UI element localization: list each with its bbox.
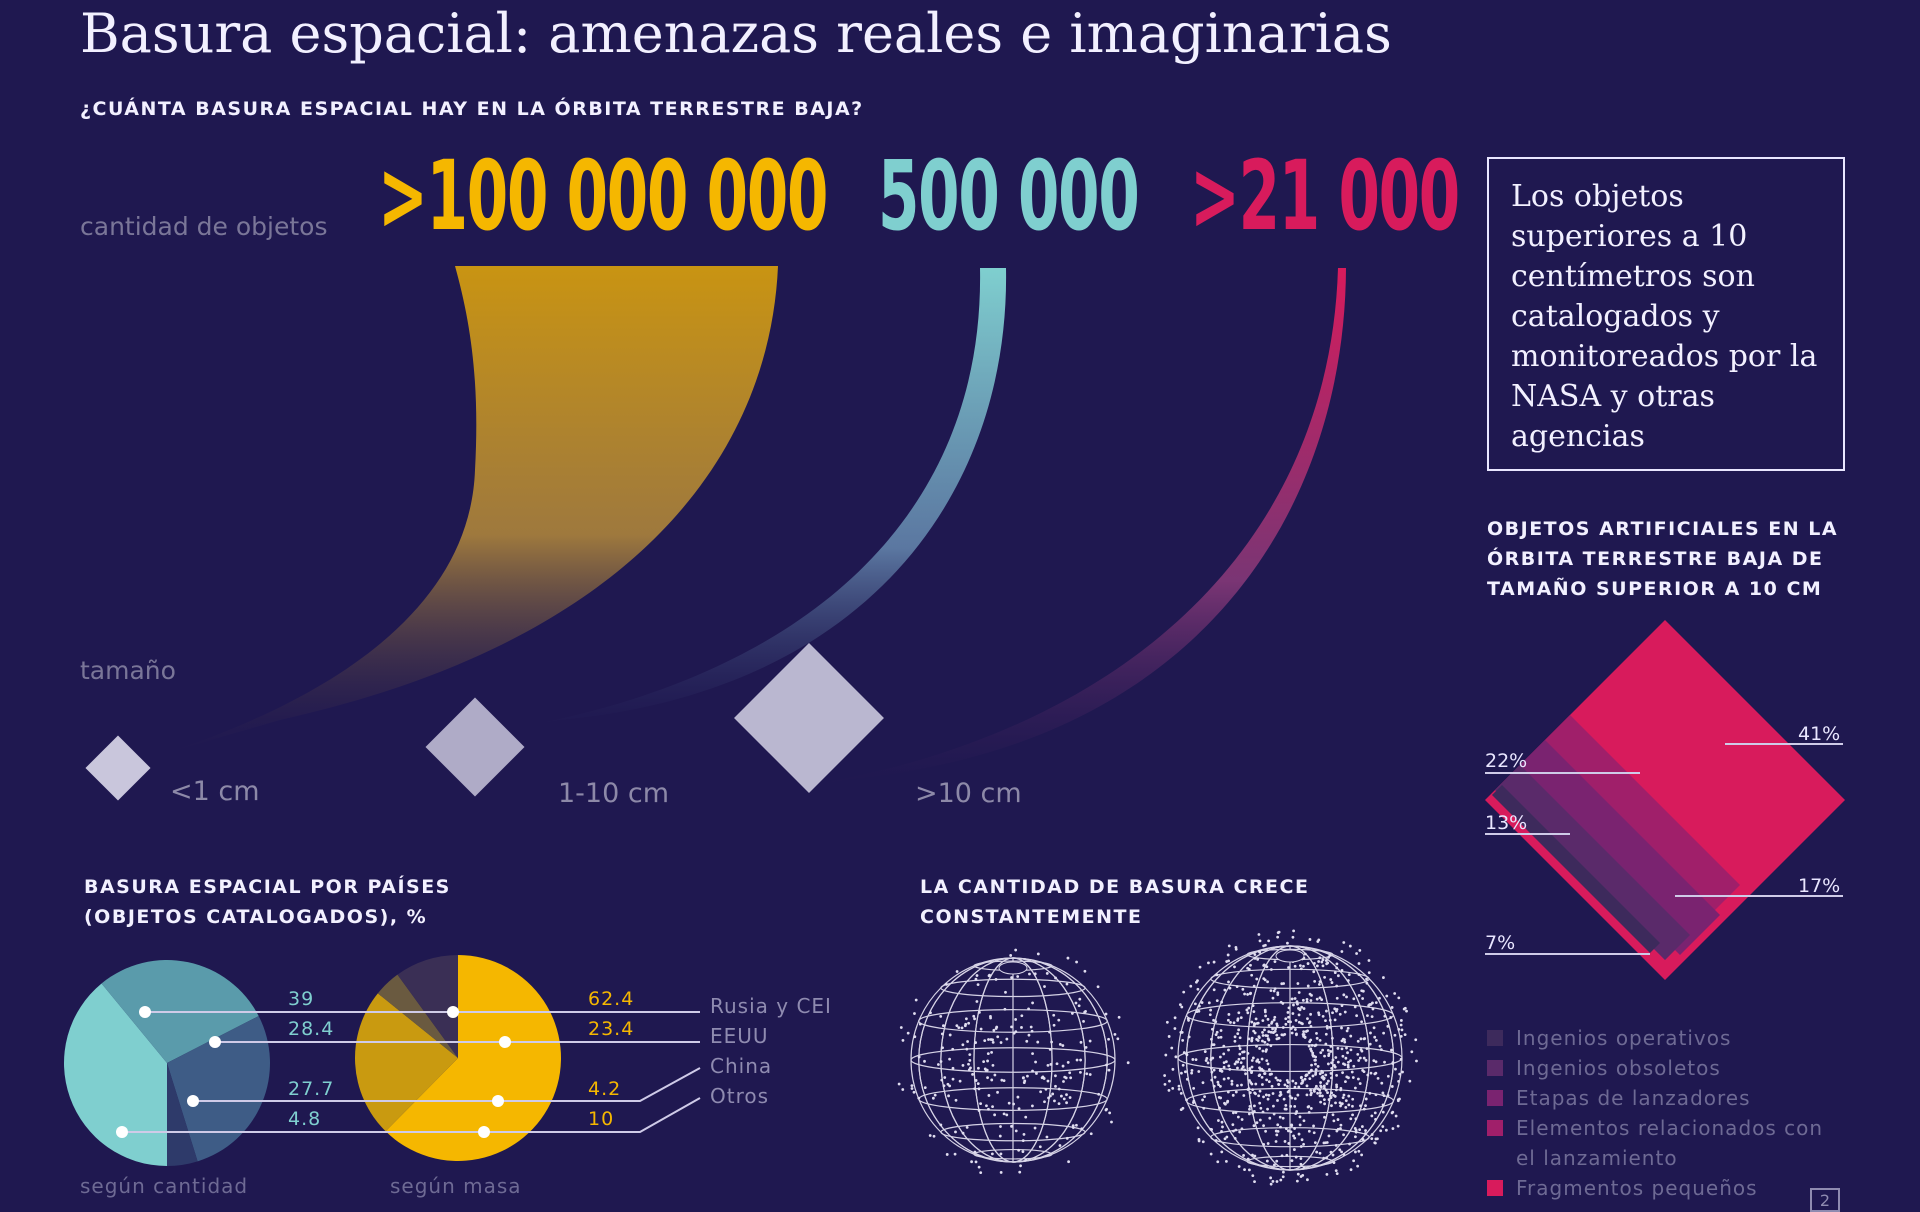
legend-fragments: Fragmentos pequeños [1516,1176,1758,1200]
diamond-launcher-stages [1505,740,1720,955]
count-medium-debris: 500 000 [878,140,1140,252]
size-diamond-medium [425,697,525,797]
diamond-obsolete [1495,765,1690,960]
mass-pie-slice-1 [354,993,458,1132]
caption-by-mass: según masa [390,1174,522,1198]
globe-past-debris-dots [897,948,1130,1175]
leader-13 [1485,833,1570,835]
heading-line: (OBJETOS CATALOGADOS), % [84,906,428,928]
pie-dot-1-0 [209,1036,221,1048]
legend-swatch-operational [1487,1030,1503,1046]
count-label-russia: 39 [288,988,315,1010]
size-label-small: <1 cm [170,776,260,807]
leader-7 [1485,953,1650,955]
pct-17: 17% [1798,875,1841,897]
artificial-objects-heading: OBJETOS ARTIFICIALES EN LA ÓRBITA TERRES… [1487,514,1838,604]
count-large-debris: >21 000 [1190,140,1460,252]
country-usa: EEUU [710,1024,769,1048]
leader-17 [1675,895,1843,897]
count-small-debris: >100 000 000 [378,140,828,252]
mass-pie-slice-3 [397,955,458,1058]
pie-dot-3-0 [116,1126,128,1138]
mass-label-russia: 62.4 [588,988,635,1010]
legend-launch-elements-cont: el lanzamiento [1516,1146,1678,1170]
legend-launch-elements: Elementos relacionados con [1516,1116,1824,1140]
count-pie-slice-2 [167,1016,270,1162]
pie-dot-0-1 [447,1006,459,1018]
caption-by-count: según cantidad [80,1174,249,1198]
country-others: Otros [710,1084,770,1108]
heading-line: TAMAÑO SUPERIOR A 10 CM [1487,578,1823,600]
legend-swatch-launcher-stages [1487,1090,1503,1106]
size-label-large: >10 cm [915,778,1022,809]
count-pie-slice-0 [63,983,167,1166]
diamond-fragments [1485,620,1845,980]
globe-past [910,957,1116,1163]
pie-dot-3-1 [478,1126,490,1138]
countries-heading: BASURA ESPACIAL POR PAÍSES (OBJETOS CATA… [84,872,451,932]
legend-launcher-stages: Etapas de lanzadores [1516,1086,1751,1110]
legend-swatch-fragments [1487,1180,1503,1196]
heading-line: LA CANTIDAD DE BASURA CRECE [920,876,1310,898]
count-label-others: 4.8 [288,1108,322,1130]
size-axis-label: tamaño [80,656,176,685]
legend-swatch-launch-elements [1487,1120,1503,1136]
pct-22: 22% [1485,750,1528,772]
globe-present-debris-dots [1163,929,1418,1186]
mass-label-usa: 23.4 [588,1018,635,1040]
leader-41 [1725,743,1843,745]
leader-22 [1485,772,1640,774]
pie-dot-1-1 [499,1036,511,1048]
mass-pie-slice-2 [377,974,458,1058]
mass-label-others: 10 [588,1108,615,1130]
size-label-medium: 1-10 cm [558,778,670,809]
count-axis-label: cantidad de objetos [80,212,328,241]
mass-pie-slice-0 [385,955,561,1161]
heading-line: BASURA ESPACIAL POR PAÍSES [84,876,451,898]
growth-heading: LA CANTIDAD DE BASURA CRECE CONSTANTEMEN… [920,872,1309,932]
heading-line: CONSTANTEMENTE [920,906,1143,928]
count-label-usa: 28.4 [288,1018,335,1040]
size-diamond-small [85,735,151,801]
pie-dot-0-0 [139,1006,151,1018]
pct-7: 7% [1485,932,1516,954]
page-title: Basura espacial: amenazas reales e imagi… [80,2,1392,65]
pct-13: 13% [1485,812,1528,834]
country-russia: Rusia y CEI [710,994,832,1018]
flow-band-small [160,266,778,755]
catalog-note-box: Los objetos superiores a 10 centímetros … [1487,157,1845,471]
country-china: China [710,1054,773,1078]
mass-label-china: 4.2 [588,1078,622,1100]
pct-41: 41% [1798,723,1841,745]
pie-dot-2-0 [187,1095,199,1107]
heading-line: ÓRBITA TERRESTRE BAJA DE [1487,548,1824,570]
section-subtitle: ¿CUÁNTA BASURA ESPACIAL HAY EN LA ÓRBITA… [80,98,864,120]
count-pie-slice-3 [167,1063,198,1166]
legend-operational: Ingenios operativos [1516,1026,1732,1050]
globe-present [1177,945,1403,1171]
pie-dot-2-1 [492,1095,504,1107]
count-label-china: 27.7 [288,1078,335,1100]
heading-line: OBJETOS ARTIFICIALES EN LA [1487,518,1839,540]
legend-swatch-obsolete [1487,1060,1503,1076]
diamond-operational [1492,785,1660,953]
pie-leader-2 [193,1067,701,1102]
legend-obsolete: Ingenios obsoletos [1516,1056,1721,1080]
pie-leader-3 [122,1097,701,1133]
